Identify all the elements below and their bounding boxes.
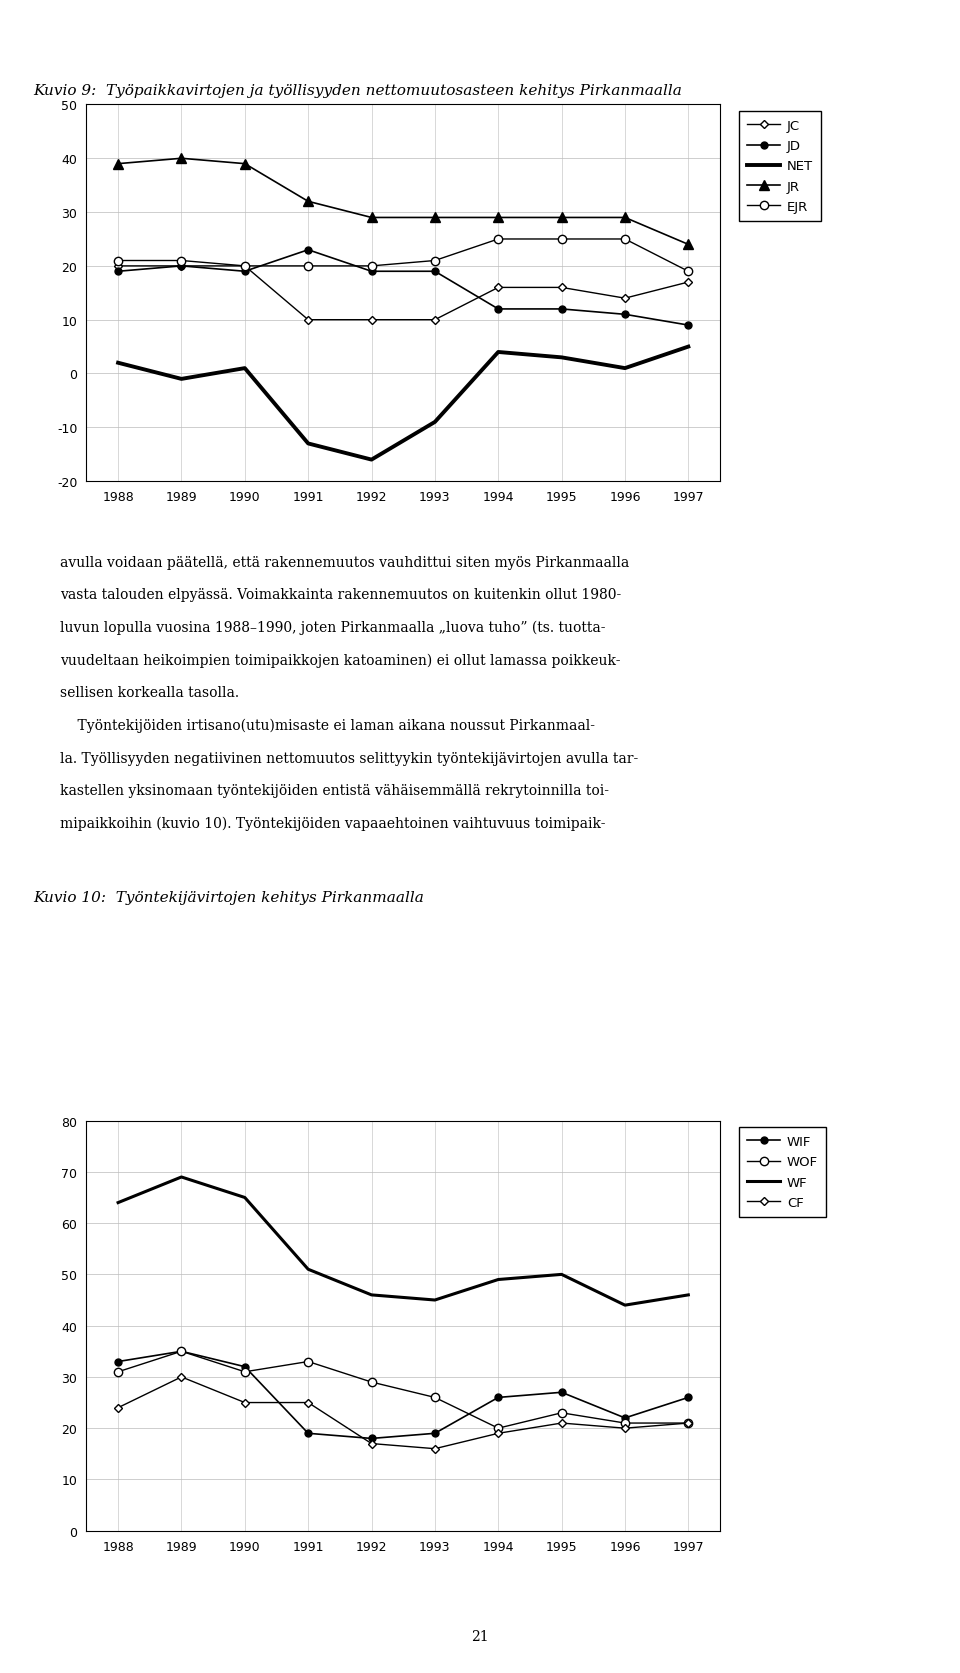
Text: la. Työllisyyden negatiivinen nettomuutos selittyykin työntekijävirtojen avulla : la. Työllisyyden negatiivinen nettomuuto… <box>60 751 638 765</box>
Text: avulla voidaan päätellä, että rakennemuutos vauhdittui siten myös Pirkanmaalla: avulla voidaan päätellä, että rakennemuu… <box>60 555 630 569</box>
Text: mipaikkoihin (kuvio 10). Työntekijöiden vapaaehtoinen vaihtuvuus toimipaik-: mipaikkoihin (kuvio 10). Työntekijöiden … <box>60 816 606 831</box>
Text: vuudeltaan heikoimpien toimipaikkojen katoaminen) ei ollut lamassa poikkeuk-: vuudeltaan heikoimpien toimipaikkojen ka… <box>60 652 621 668</box>
Legend: WIF, WOF, WF, CF: WIF, WOF, WF, CF <box>739 1128 826 1216</box>
Text: Kuvio 9:  Työpaikkavirtojen ja työllisyyden nettomuutosasteen kehitys Pirkanmaal: Kuvio 9: Työpaikkavirtojen ja työllisyyd… <box>34 84 683 97</box>
Text: Työntekijöiden irtisano(utu)misaste ei laman aikana noussut Pirkanmaal-: Työntekijöiden irtisano(utu)misaste ei l… <box>60 719 595 733</box>
Text: sellisen korkealla tasolla.: sellisen korkealla tasolla. <box>60 686 240 699</box>
Text: vasta talouden elpyässä. Voimakkainta rakennemuutos on kuitenkin ollut 1980-: vasta talouden elpyässä. Voimakkainta ra… <box>60 587 622 602</box>
Text: kastellen yksinomaan työntekijöiden entistä vähäisemmällä rekrytoinnilla toi-: kastellen yksinomaan työntekijöiden enti… <box>60 783 610 798</box>
Text: luvun lopulla vuosina 1988–1990, joten Pirkanmaalla „luova tuho” (ts. tuotta-: luvun lopulla vuosina 1988–1990, joten P… <box>60 621 606 636</box>
Legend: JC, JD, NET, JR, EJR: JC, JD, NET, JR, EJR <box>739 112 821 223</box>
Text: 21: 21 <box>471 1630 489 1643</box>
Text: Kuvio 10:  Työntekijävirtojen kehitys Pirkanmaalla: Kuvio 10: Työntekijävirtojen kehitys Pir… <box>34 890 424 903</box>
